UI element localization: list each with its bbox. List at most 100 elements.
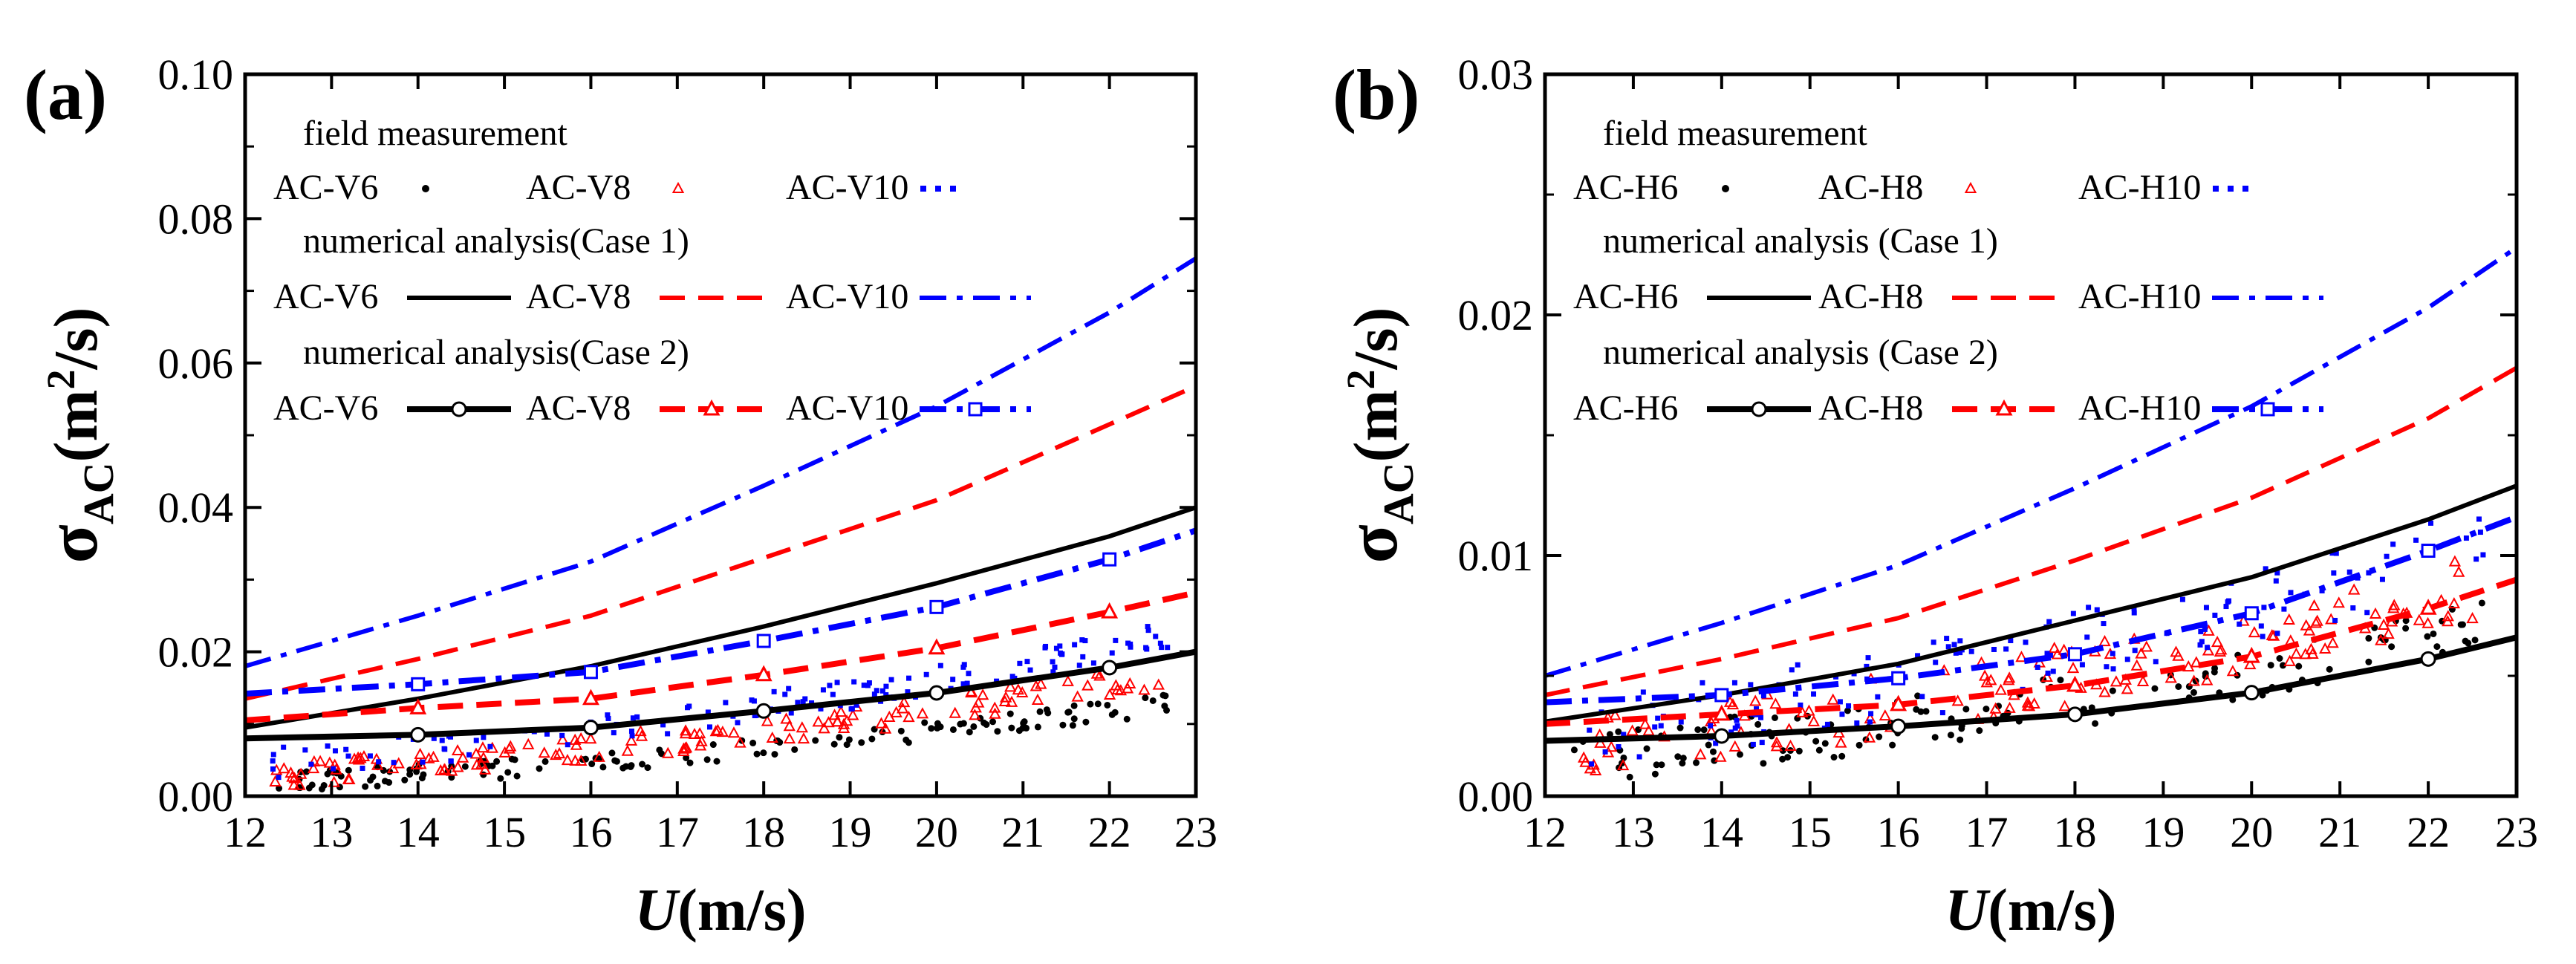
data-point bbox=[1064, 709, 1072, 716]
data-point bbox=[735, 720, 741, 726]
y-tick-label: 0.08 bbox=[158, 195, 234, 243]
data-point bbox=[420, 759, 426, 765]
data-point bbox=[1655, 715, 1661, 721]
data-point bbox=[345, 753, 351, 759]
data-point bbox=[2188, 674, 2200, 686]
data-point bbox=[2473, 556, 2479, 562]
data-point bbox=[1748, 682, 1754, 688]
data-point bbox=[2079, 662, 2085, 668]
data-point bbox=[1989, 702, 2002, 714]
data-point bbox=[1145, 624, 1151, 630]
data-point bbox=[780, 712, 793, 724]
data-point bbox=[2413, 537, 2419, 543]
data-point bbox=[565, 742, 570, 748]
data-point bbox=[1128, 644, 1133, 650]
data-point bbox=[1016, 685, 1029, 698]
data-point bbox=[2442, 610, 2454, 622]
data-point bbox=[401, 776, 409, 784]
data-point bbox=[2379, 576, 2385, 582]
data-point bbox=[2050, 668, 2056, 674]
data-point bbox=[2198, 628, 2204, 634]
y-label-paren: (m bbox=[42, 390, 111, 463]
series-marker bbox=[2066, 706, 2083, 723]
data-point bbox=[1636, 754, 1642, 760]
data-point bbox=[2109, 687, 2116, 694]
data-point bbox=[2306, 647, 2319, 660]
data-point bbox=[2332, 617, 2338, 623]
data-point bbox=[369, 773, 377, 781]
data-point bbox=[2164, 671, 2177, 683]
data-point bbox=[665, 731, 671, 737]
data-point bbox=[1839, 711, 1845, 717]
legend-marker bbox=[935, 186, 941, 192]
data-point bbox=[2390, 541, 2396, 547]
data-point bbox=[2388, 643, 2396, 651]
data-point bbox=[628, 762, 635, 769]
panel-b-case2-AC-H10 bbox=[1545, 514, 2517, 706]
data-point bbox=[287, 778, 300, 790]
data-point bbox=[2044, 651, 2050, 657]
legend-title-case1: numerical analysis(Case 1) bbox=[303, 221, 689, 261]
x-tick-label: 12 bbox=[224, 808, 267, 856]
data-point bbox=[970, 723, 978, 730]
data-point bbox=[1889, 741, 1896, 749]
data-point bbox=[1750, 741, 1756, 747]
data-point bbox=[2453, 565, 2465, 577]
data-point bbox=[1053, 645, 1059, 651]
data-point bbox=[1159, 645, 1165, 651]
data-point bbox=[270, 766, 276, 772]
data-point bbox=[1030, 680, 1042, 691]
data-point bbox=[2035, 664, 2040, 670]
data-point bbox=[1027, 667, 1033, 673]
data-point bbox=[281, 744, 287, 750]
data-point bbox=[1944, 636, 1950, 642]
x-axis-label-var: U bbox=[634, 878, 680, 943]
data-point bbox=[1827, 693, 1839, 705]
data-point bbox=[476, 741, 489, 753]
panel-a-case1-AC-V10 bbox=[245, 256, 1196, 668]
data-point bbox=[1652, 724, 1658, 730]
data-point bbox=[2428, 520, 2434, 526]
data-point bbox=[818, 706, 824, 711]
data-point bbox=[1919, 694, 1925, 700]
series-line bbox=[1545, 483, 2517, 724]
data-point bbox=[1639, 717, 1652, 729]
data-point bbox=[574, 732, 588, 744]
data-point bbox=[2332, 596, 2345, 608]
data-point bbox=[1679, 760, 1686, 767]
legend-marker bbox=[1964, 181, 1977, 193]
data-point bbox=[879, 722, 892, 734]
legend-label: AC-V6 bbox=[273, 277, 378, 316]
data-point bbox=[703, 756, 711, 763]
data-point bbox=[2098, 685, 2111, 697]
data-point bbox=[2211, 636, 2224, 648]
series-marker bbox=[1891, 671, 1906, 685]
data-point bbox=[544, 731, 550, 737]
panel-b-x-axis-label: U(m/s) bbox=[1945, 878, 2116, 943]
data-point bbox=[1957, 736, 1964, 743]
data-point bbox=[2279, 662, 2286, 669]
data-point bbox=[2471, 636, 2479, 644]
data-point bbox=[2369, 607, 2382, 619]
data-point bbox=[2248, 625, 2261, 638]
x-tick-label: 16 bbox=[569, 808, 612, 856]
data-point bbox=[1865, 655, 1871, 661]
series-marker bbox=[1102, 660, 1118, 676]
data-point bbox=[966, 729, 973, 736]
data-point bbox=[1594, 736, 1607, 748]
series-line bbox=[245, 384, 1196, 701]
data-point bbox=[2263, 566, 2268, 572]
data-point bbox=[1760, 693, 1766, 699]
data-point bbox=[504, 769, 512, 776]
data-point bbox=[2101, 621, 2107, 627]
series-line bbox=[1545, 514, 2517, 706]
y-tick-label: 0.10 bbox=[158, 51, 234, 99]
x-tick-label: 15 bbox=[1789, 808, 1832, 856]
series-marker bbox=[2244, 606, 2259, 621]
legend-label: AC-H6 bbox=[1573, 388, 1678, 428]
y-label-close: /s) bbox=[1341, 307, 1411, 371]
data-point bbox=[874, 688, 879, 694]
data-point bbox=[2375, 634, 2387, 645]
data-point bbox=[639, 761, 646, 768]
